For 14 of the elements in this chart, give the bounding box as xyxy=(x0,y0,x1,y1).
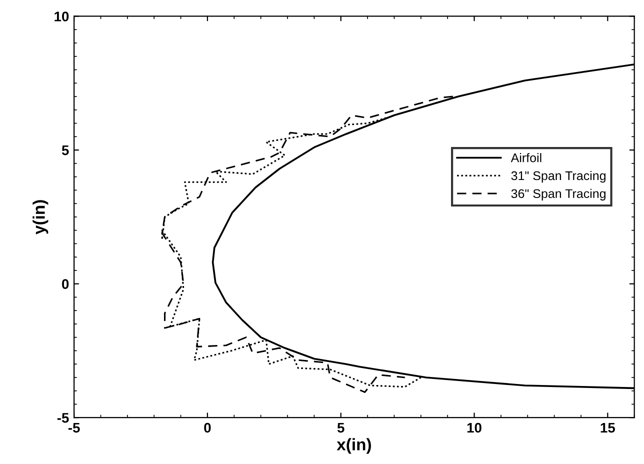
x-tick-label: 5 xyxy=(337,422,344,433)
x-tick-label: 15 xyxy=(600,422,615,433)
x-tick-label: 10 xyxy=(467,422,482,433)
y-axis-title: y(in) xyxy=(32,200,48,234)
y-tick-label: 0 xyxy=(62,279,69,289)
y-tick-label: 10 xyxy=(54,12,69,22)
legend-label: 36" Span Tracing xyxy=(511,188,606,201)
x-tick-label: -5 xyxy=(68,422,80,433)
legend-label: Airfoil xyxy=(510,153,542,162)
y-tick-label: -5 xyxy=(57,413,69,423)
y-tick-label: 5 xyxy=(62,146,69,156)
legend-label: 31" Span Tracing xyxy=(511,170,606,183)
x-tick-label: 0 xyxy=(204,422,211,433)
x-axis-title: x(in) xyxy=(336,438,371,454)
